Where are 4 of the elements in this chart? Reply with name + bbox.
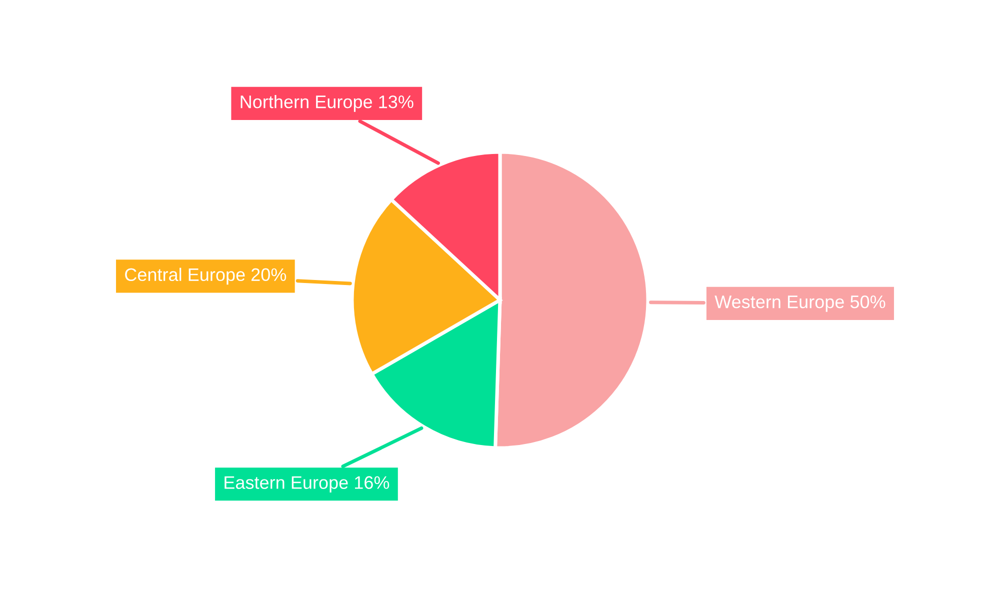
slice-label: Central Europe 20%	[125, 268, 286, 285]
slice-label: Eastern Europe 16%	[224, 476, 390, 493]
slice-label: Western Europe 50%	[714, 295, 886, 312]
slice-label: Northern Europe 13%	[240, 94, 414, 112]
